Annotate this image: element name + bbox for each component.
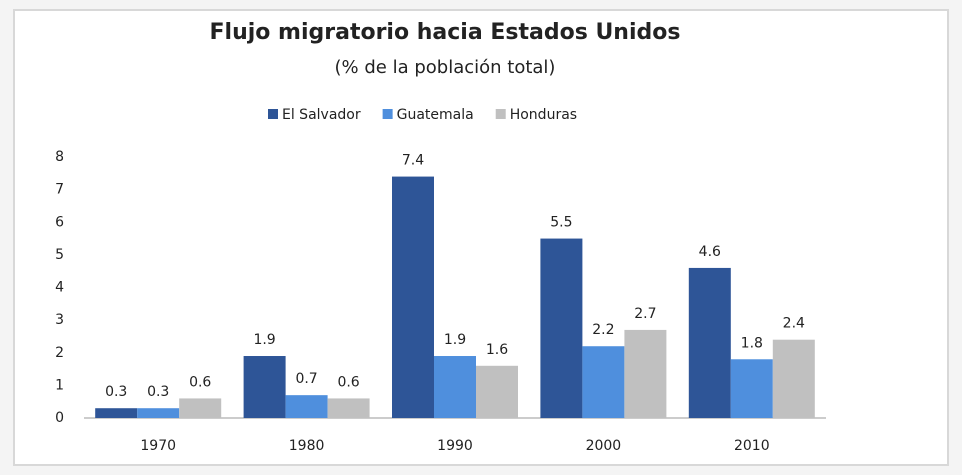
y-tick-label: 6: [55, 214, 64, 230]
legend-label: El Salvador: [282, 107, 361, 123]
x-tick-label: 1970: [140, 438, 176, 454]
bar: [772, 339, 815, 418]
y-tick-label: 4: [55, 280, 64, 296]
data-label: 1.9: [253, 332, 275, 348]
y-tick-label: 1: [55, 377, 64, 393]
data-label: 2.7: [634, 306, 656, 322]
y-tick-label: 7: [55, 182, 64, 198]
bar: [392, 176, 434, 418]
bar: [243, 356, 286, 418]
bar: [540, 238, 583, 418]
bar: [95, 408, 138, 418]
data-label: 1.6: [486, 342, 508, 358]
y-tick-label: 8: [55, 149, 64, 165]
data-label: 5.5: [550, 215, 572, 231]
legend-label: Honduras: [510, 107, 577, 123]
y-tick-label: 2: [55, 345, 64, 361]
chart-title: Flujo migratorio hacia Estados Unidos: [210, 20, 681, 45]
legend-swatch: [268, 109, 278, 119]
bar: [688, 267, 731, 418]
bar: [476, 365, 518, 418]
bar: [137, 408, 180, 418]
y-tick-label: 3: [55, 312, 64, 328]
data-label: 0.6: [189, 374, 211, 390]
bar: [582, 346, 625, 418]
y-tick-label: 5: [55, 247, 64, 263]
x-tick-label: 1990: [437, 438, 473, 454]
bar: [434, 356, 476, 418]
bar: [624, 329, 667, 418]
data-label: 4.6: [699, 244, 721, 260]
x-tick-label: 2000: [586, 438, 622, 454]
bar: [730, 359, 773, 418]
data-label: 0.6: [337, 374, 359, 390]
legend-swatch: [495, 109, 506, 119]
legend-swatch: [382, 109, 393, 119]
chart-subtitle: (% de la población total): [335, 57, 556, 78]
legend-label: Guatemala: [397, 107, 474, 123]
x-tick-label: 1980: [289, 438, 325, 454]
bar: [327, 398, 370, 418]
data-label: 2.2: [592, 322, 614, 338]
data-label: 0.3: [105, 384, 127, 400]
data-label: 1.8: [741, 335, 763, 351]
x-tick-label: 2010: [734, 438, 770, 454]
bar: [285, 395, 328, 418]
data-label: 7.4: [402, 153, 424, 169]
data-label: 1.9: [444, 332, 466, 348]
data-label: 2.4: [783, 316, 805, 332]
y-tick-label: 0: [55, 410, 64, 426]
data-label: 0.7: [295, 371, 317, 387]
bar: [179, 398, 222, 418]
data-label: 0.3: [147, 384, 169, 400]
